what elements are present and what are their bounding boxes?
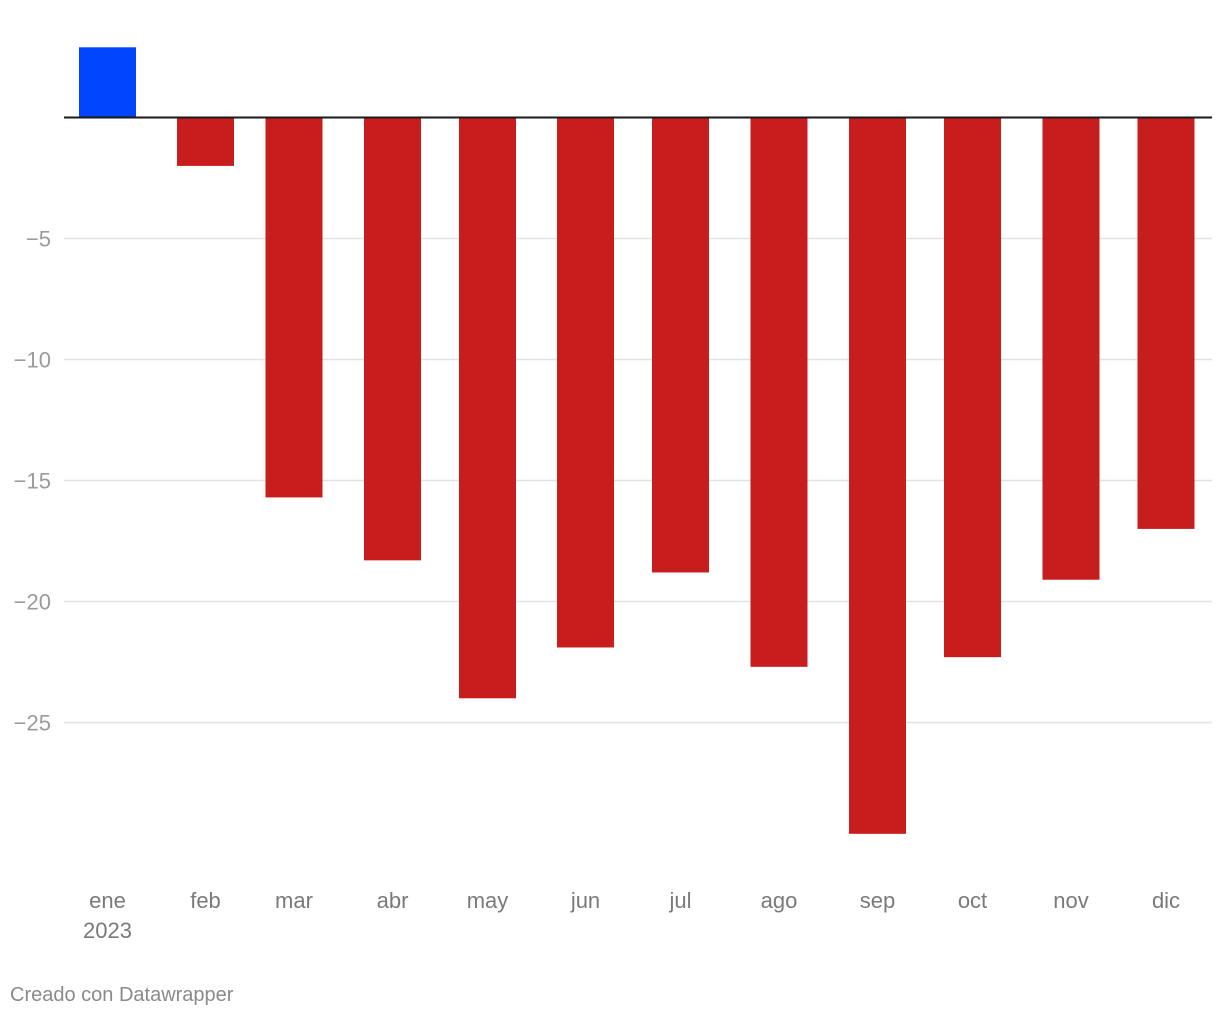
bar-feb (177, 117, 234, 166)
bar-nov (1042, 117, 1100, 580)
bars (79, 47, 1195, 834)
y-tick-label: −15 (14, 469, 51, 494)
x-tick-label: dic (1152, 888, 1180, 913)
x-tick-label: oct (958, 888, 987, 913)
bar-may (459, 117, 516, 699)
y-tick-label: −20 (14, 590, 51, 615)
bar-ene (79, 47, 136, 118)
x-tick-label: sep (860, 888, 895, 913)
x-year-label: 2023 (83, 918, 132, 943)
x-tick-label: ene (89, 888, 126, 913)
bar-jun (557, 117, 614, 648)
x-tick-label: abr (377, 888, 409, 913)
y-tick-label: −5 (26, 227, 51, 252)
y-tick-label: −25 (14, 711, 51, 736)
bar-ago (750, 117, 808, 667)
x-tick-label: ago (761, 888, 798, 913)
x-tick-label: may (467, 888, 509, 913)
bar-oct (944, 117, 1001, 658)
bar-mar (265, 117, 323, 498)
x-tick-label: nov (1053, 888, 1088, 913)
x-axis-category-labels: ene feb mar abr may jun jul ago sep oct nov dic 2023 (83, 888, 1180, 943)
x-tick-label: jun (570, 888, 600, 913)
x-tick-label: feb (190, 888, 221, 913)
bar-dic (1137, 117, 1195, 529)
y-tick-label: −10 (14, 348, 51, 373)
grid-lines (64, 237, 1212, 724)
footer-credit: Creado con Datawrapper (10, 984, 234, 1006)
x-tick-label: jul (668, 888, 691, 913)
x-tick-label: mar (275, 888, 313, 913)
y-axis-tick-labels: −5 −10 −15 −20 −25 (14, 227, 51, 736)
bar-abr (364, 117, 421, 561)
bar-sep (849, 117, 906, 834)
bar-jul (652, 117, 709, 573)
